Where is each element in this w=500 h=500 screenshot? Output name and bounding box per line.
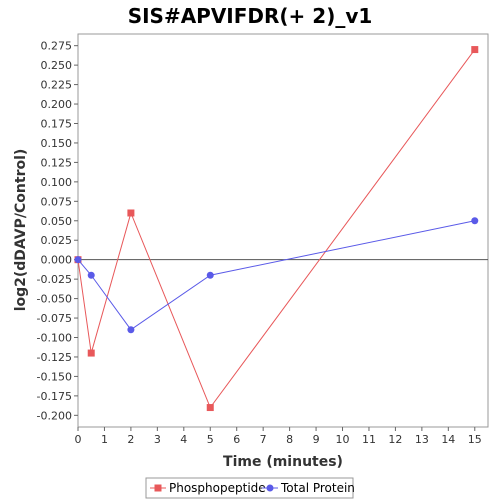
x-tick-label: 5 (207, 433, 214, 446)
y-tick-label: 0.025 (41, 234, 73, 247)
legend-marker-total-protein (266, 484, 274, 492)
legend-label-total-protein: Total Protein (280, 481, 355, 495)
data-point-phosphopeptide (87, 349, 95, 357)
x-tick-label: 15 (468, 433, 482, 446)
y-tick-label: 0.075 (41, 195, 73, 208)
data-point-total-protein (206, 271, 214, 279)
x-tick-label: 3 (154, 433, 161, 446)
plot-area (77, 33, 489, 428)
x-axis-label: Time (minutes) (223, 454, 343, 470)
legend: Phosphopeptide Total Protein (145, 477, 355, 499)
y-tick-label: 0.200 (41, 98, 73, 111)
data-point-phosphopeptide (471, 46, 479, 54)
y-tick-label: -0.075 (37, 312, 72, 325)
y-axis: -0.200 -0.175 -0.150 -0.125 -0.100 -0.075 -0.0… (37, 40, 78, 422)
y-tick-label: -0.200 (37, 409, 72, 422)
series-layer (74, 46, 479, 412)
x-tick-label: 0 (75, 433, 82, 446)
legend-label-phosphopeptide: Phosphopeptide (169, 481, 266, 495)
y-tick-label: 0.275 (41, 40, 73, 53)
chart-title: SIS#APVIFDR(+ 2)_v1 (128, 4, 373, 28)
y-tick-label: 0.225 (41, 79, 73, 92)
data-point-total-protein (471, 217, 479, 225)
y-tick-label: 0.000 (41, 254, 73, 267)
x-axis: 0 1 2 3 4 5 6 7 8 9 10 11 12 13 14 15 (75, 427, 482, 446)
legend-marker-phosphopeptide (154, 484, 162, 492)
x-tick-label: 11 (362, 433, 376, 446)
x-tick-label: 12 (388, 433, 402, 446)
x-tick-label: 2 (127, 433, 134, 446)
x-tick-label: 14 (441, 433, 455, 446)
data-point-total-protein (127, 326, 135, 334)
y-tick-label: -0.025 (37, 273, 72, 286)
y-tick-label: -0.125 (37, 351, 72, 364)
data-point-phosphopeptide (127, 209, 135, 217)
x-tick-label: 4 (180, 433, 187, 446)
y-tick-label: 0.150 (41, 137, 73, 150)
x-tick-label: 1 (101, 433, 108, 446)
x-tick-label: 13 (415, 433, 429, 446)
x-tick-label: 10 (336, 433, 350, 446)
y-tick-label: 0.175 (41, 117, 73, 130)
x-tick-label: 6 (233, 433, 240, 446)
y-tick-label: 0.100 (41, 176, 73, 189)
data-point-total-protein (87, 271, 95, 279)
y-tick-label: 0.250 (41, 59, 73, 72)
y-tick-label: -0.175 (37, 390, 72, 403)
x-tick-label: 7 (260, 433, 267, 446)
data-point-phosphopeptide (206, 404, 214, 412)
y-tick-label: 0.125 (41, 156, 73, 169)
y-tick-label: -0.150 (37, 370, 72, 383)
y-tick-label: -0.050 (37, 293, 72, 306)
y-tick-label: -0.100 (37, 332, 72, 345)
legend-box (145, 477, 354, 499)
y-tick-label: 0.050 (41, 215, 73, 228)
y-axis-label: log2(dDAVP/Control) (13, 149, 29, 312)
x-tick-label: 9 (313, 433, 320, 446)
x-tick-label: 8 (286, 433, 293, 446)
data-point-total-protein (74, 256, 82, 264)
